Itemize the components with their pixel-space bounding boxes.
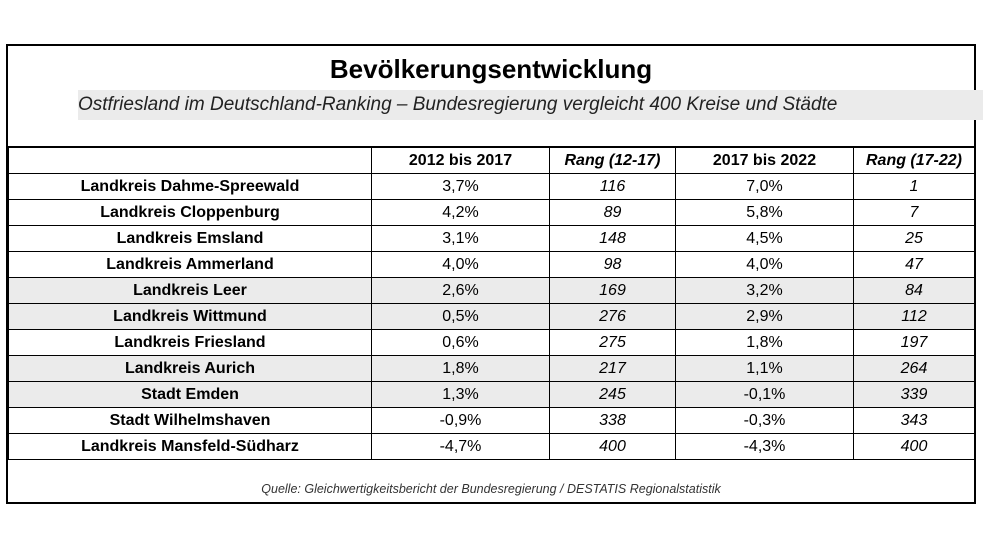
row-rank-12-17: 275 [549,329,676,356]
row-rank-17-22: 343 [853,407,975,434]
row-name: Landkreis Aurich [8,355,372,382]
row-change-2017-2022: 7,0% [675,173,854,200]
row-change-2017-2022: -0,3% [675,407,854,434]
row-change-2012-2017: 1,8% [371,355,550,382]
page-title: Bevölkerungsentwicklung [329,54,653,84]
row-rank-17-22: 7 [853,199,975,226]
header-change-2017-2022: 2017 bis 2022 [675,146,854,174]
row-rank-17-22: 84 [853,277,975,304]
table-row: Landkreis Wittmund 0,5% 276 2,9% 112 [8,303,975,330]
row-change-2012-2017: 0,5% [371,303,550,330]
table-header-row: 2012 bis 2017 Rang (12-17) 2017 bis 2022… [8,146,975,174]
row-change-2017-2022: 4,5% [675,225,854,252]
table-row: Landkreis Emsland 3,1% 148 4,5% 25 [8,225,975,252]
row-rank-17-22: 25 [853,225,975,252]
row-name: Landkreis Emsland [8,225,372,252]
row-change-2012-2017: 1,3% [371,381,550,408]
header-change-2012-2017: 2012 bis 2017 [371,146,550,174]
table-row: Landkreis Friesland 0,6% 275 1,8% 197 [8,329,975,356]
table-row: Landkreis Dahme-Spreewald 3,7% 116 7,0% 1 [8,173,975,200]
row-change-2017-2022: 1,8% [675,329,854,356]
row-change-2012-2017: -4,7% [371,433,550,460]
row-change-2017-2022: -0,1% [675,381,854,408]
row-name: Stadt Emden [8,381,372,408]
header-rank-12-17: Rang (12-17) [549,146,676,174]
row-name: Stadt Wilhelmshaven [8,407,372,434]
row-change-2012-2017: 3,1% [371,225,550,252]
row-name: Landkreis Mansfeld-Südharz [8,433,372,460]
row-change-2017-2022: -4,3% [675,433,854,460]
row-rank-12-17: 116 [549,173,676,200]
table-row: Landkreis Cloppenburg 4,2% 89 5,8% 7 [8,199,975,226]
row-change-2017-2022: 4,0% [675,251,854,278]
row-change-2017-2022: 2,9% [675,303,854,330]
table-row: Landkreis Leer 2,6% 169 3,2% 84 [8,277,975,304]
page-subtitle: Ostfriesland im Deutschland-Ranking – Bu… [78,90,983,120]
table-frame: Bevölkerungsentwicklung Ostfriesland im … [6,44,983,504]
row-name: Landkreis Cloppenburg [8,199,372,226]
ranking-table: 2012 bis 2017 Rang (12-17) 2017 bis 2022… [8,146,975,460]
table-row: Landkreis Ammerland 4,0% 98 4,0% 47 [8,251,975,278]
row-change-2017-2022: 5,8% [675,199,854,226]
row-rank-12-17: 217 [549,355,676,382]
row-rank-17-22: 264 [853,355,975,382]
source-note: Quelle: Gleichwertigkeitsbericht der Bun… [261,482,721,496]
row-name: Landkreis Wittmund [8,303,372,330]
row-name: Landkreis Leer [8,277,372,304]
row-name: Landkreis Ammerland [8,251,372,278]
row-rank-17-22: 112 [853,303,975,330]
row-rank-17-22: 1 [853,173,975,200]
row-name: Landkreis Friesland [8,329,372,356]
row-rank-12-17: 169 [549,277,676,304]
row-name: Landkreis Dahme-Spreewald [8,173,372,200]
row-change-2012-2017: 4,2% [371,199,550,226]
row-rank-12-17: 338 [549,407,676,434]
table-row: Stadt Emden 1,3% 245 -0,1% 339 [8,381,975,408]
row-rank-12-17: 98 [549,251,676,278]
row-rank-12-17: 276 [549,303,676,330]
row-change-2017-2022: 1,1% [675,355,854,382]
row-change-2012-2017: 3,7% [371,173,550,200]
table-row: Landkreis Aurich 1,8% 217 1,1% 264 [8,355,975,382]
row-change-2012-2017: 2,6% [371,277,550,304]
header-name [8,146,372,174]
row-change-2017-2022: 3,2% [675,277,854,304]
row-rank-17-22: 47 [853,251,975,278]
row-change-2012-2017: 4,0% [371,251,550,278]
header-rank-17-22: Rang (17-22) [853,146,975,174]
row-rank-17-22: 197 [853,329,975,356]
table-row: Landkreis Mansfeld-Südharz -4,7% 400 -4,3% 4… [8,433,975,460]
row-change-2012-2017: 0,6% [371,329,550,356]
row-rank-12-17: 148 [549,225,676,252]
row-rank-12-17: 89 [549,199,676,226]
row-rank-12-17: 400 [549,433,676,460]
row-rank-12-17: 245 [549,381,676,408]
row-rank-17-22: 400 [853,433,975,460]
row-change-2012-2017: -0,9% [371,407,550,434]
row-rank-17-22: 339 [853,381,975,408]
table-row: Stadt Wilhelmshaven -0,9% 338 -0,3% 343 [8,407,975,434]
